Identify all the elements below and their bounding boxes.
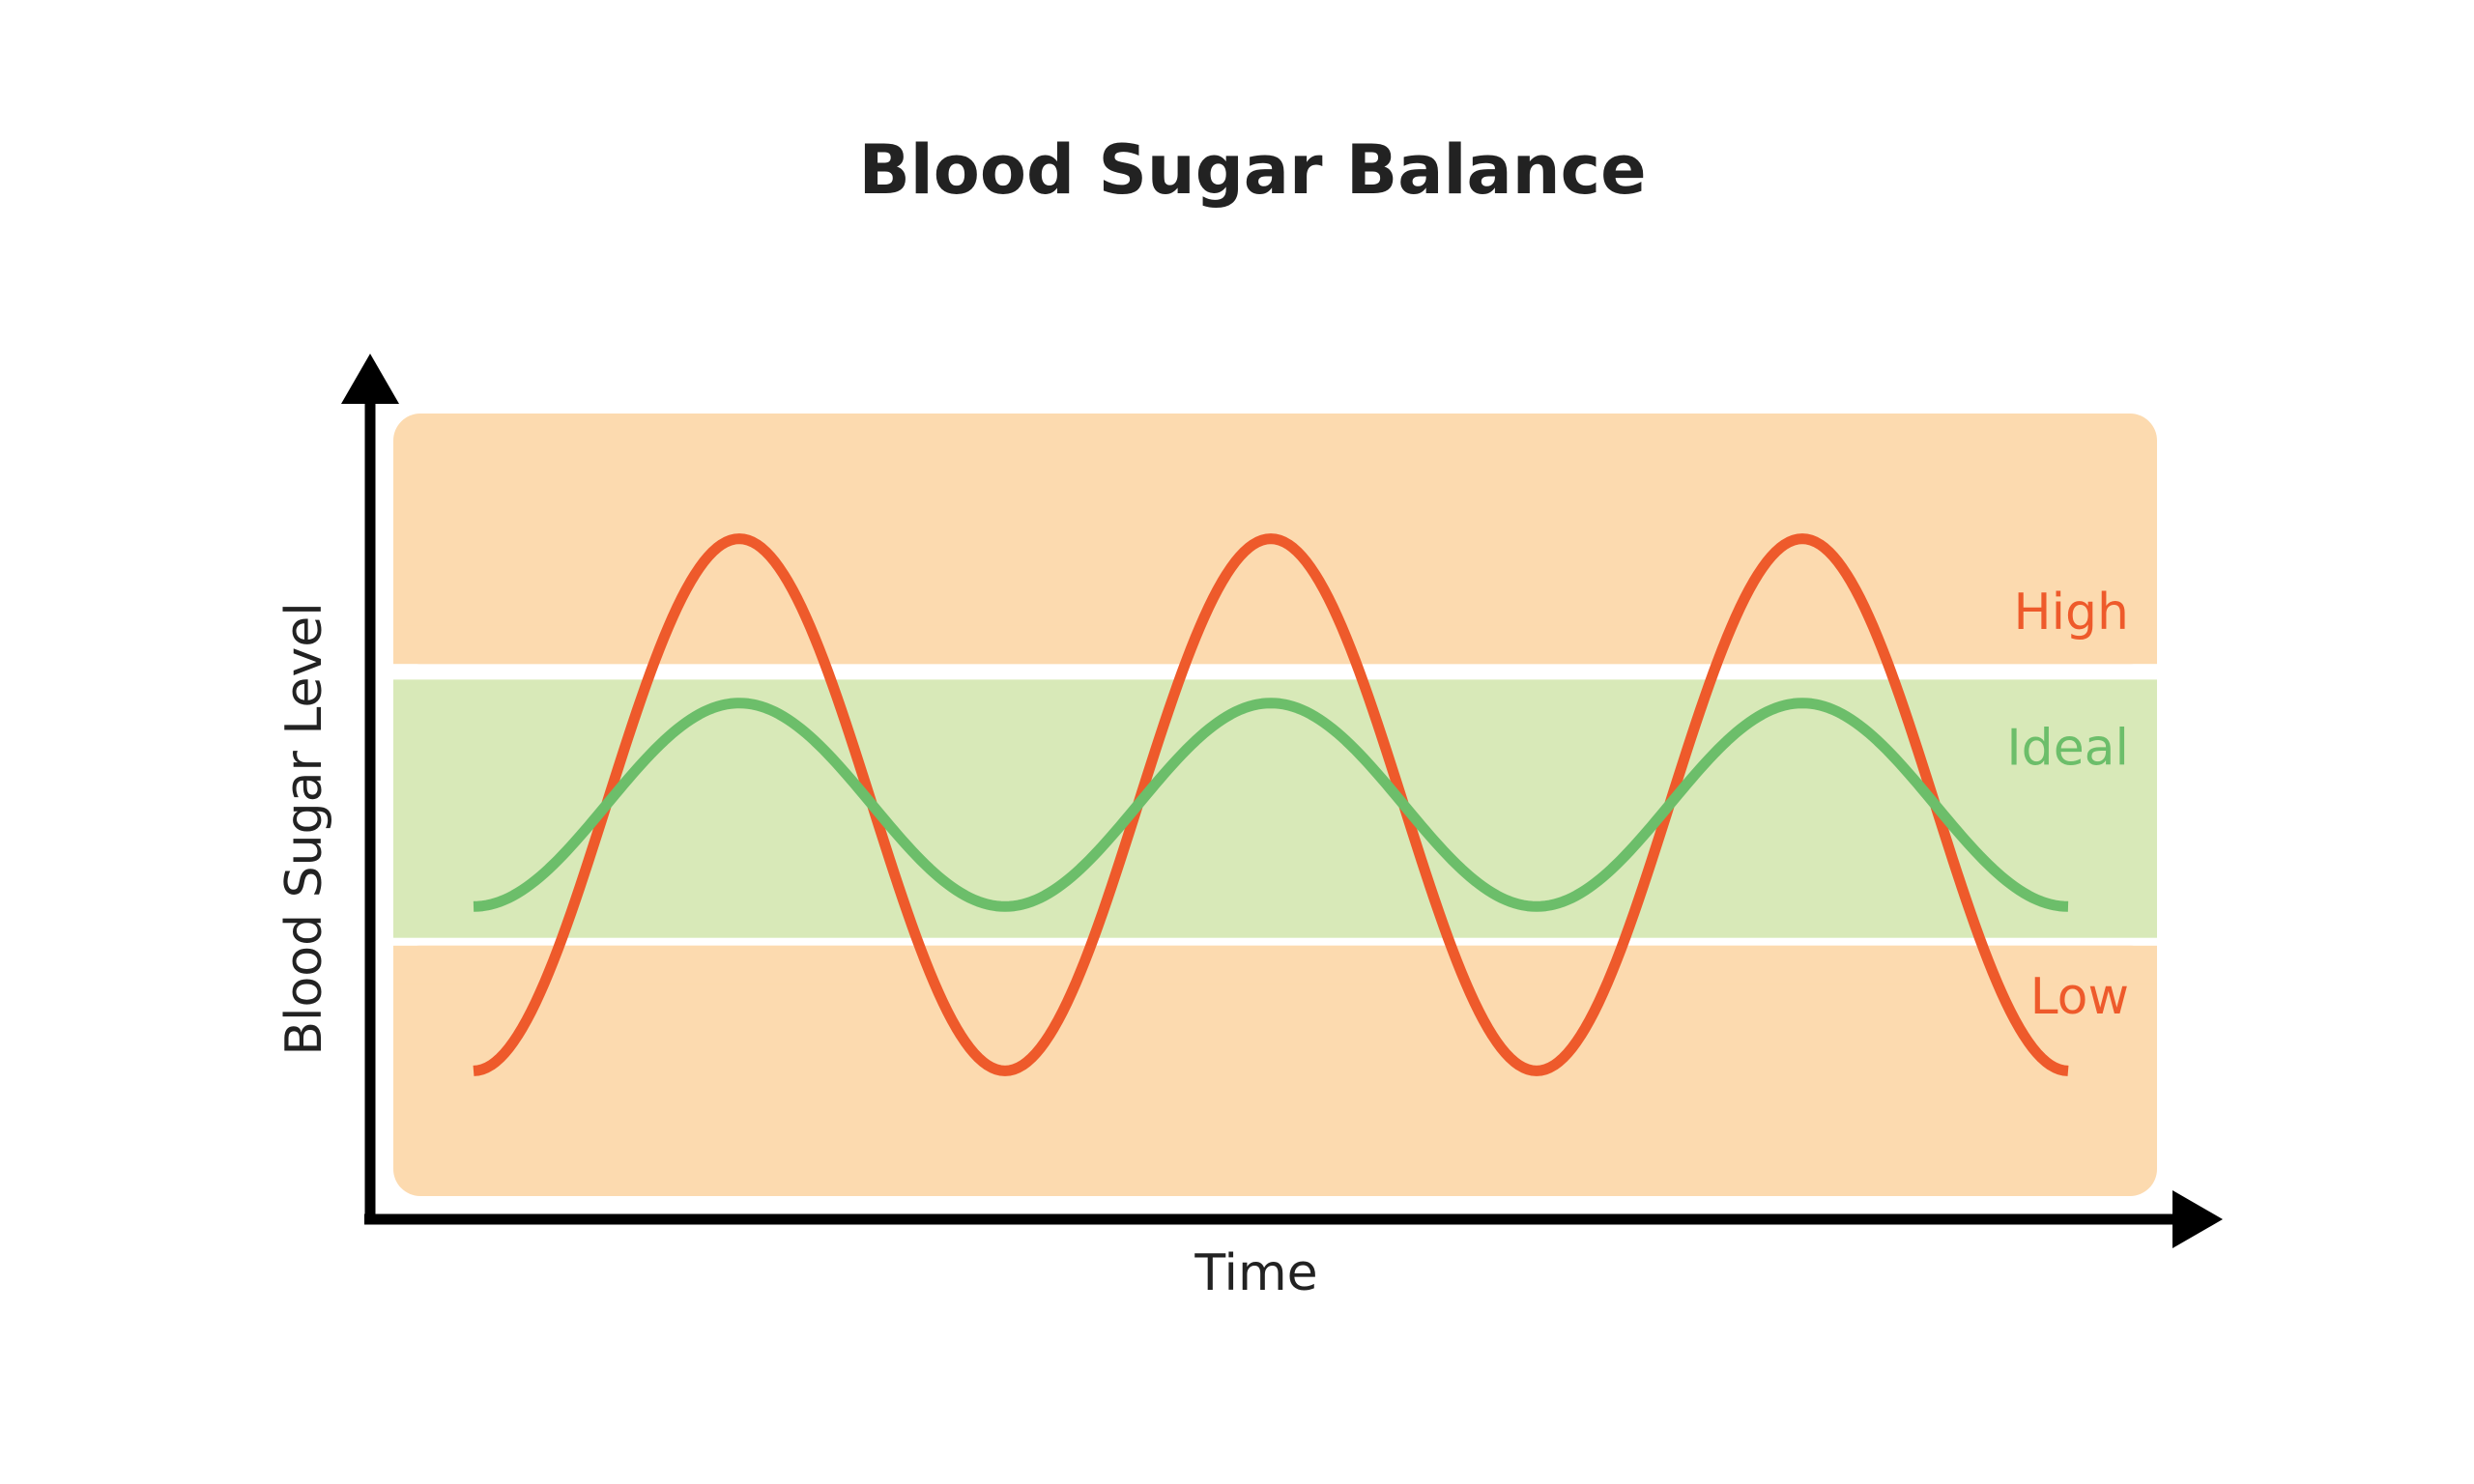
series-group [473, 533, 2069, 1076]
x-axis-arrow-icon [2172, 1190, 2223, 1248]
zone-labels-group: High Ideal Low [2006, 584, 2129, 1026]
chart-title: Blood Sugar Balance [858, 130, 1646, 210]
zone-label-ideal: Ideal [2006, 719, 2129, 777]
zone-band-high-corner-fill [393, 625, 2157, 665]
zone-band-ideal [393, 679, 2157, 938]
zones-group [393, 414, 2157, 1196]
series-line-2 [473, 698, 2069, 912]
zone-band-low [393, 945, 2157, 1196]
zone-label-high: High [2013, 584, 2129, 642]
zone-band-low-corner-fill [393, 945, 2157, 985]
axes-group [341, 354, 2223, 1248]
y-axis-label: Blood Sugar Level [275, 602, 333, 1055]
zone-label-low: Low [2030, 968, 2129, 1026]
x-axis-label: Time [1194, 1244, 1317, 1302]
y-axis-arrow-icon [341, 354, 399, 404]
series-line-1 [473, 533, 2069, 1076]
